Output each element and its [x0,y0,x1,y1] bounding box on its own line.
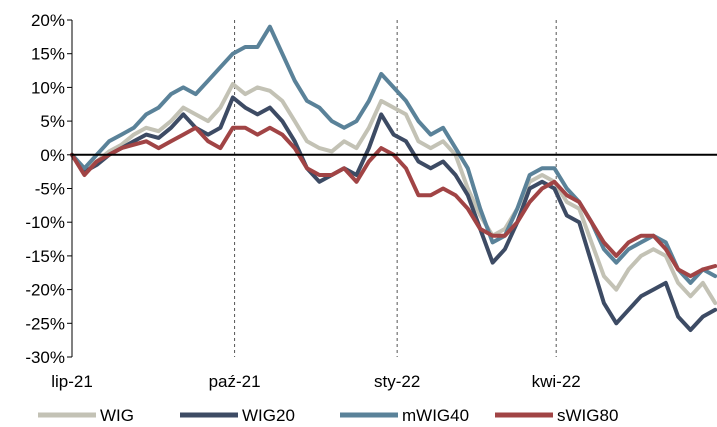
legend-item-wig20: WIG20 [180,406,295,425]
y-tick-label: 0% [40,146,65,165]
x-tick-label: paź-21 [209,372,261,391]
legend-label: WIG20 [242,406,295,425]
x-tick-label: lip-21 [51,372,93,391]
legend-item-wig: WIG [38,406,134,425]
x-tick-label: kwi-22 [532,372,581,391]
y-tick-label: 15% [31,45,65,64]
x-tick-label: sty-22 [374,372,420,391]
legend-item-swig80: sWIG80 [495,406,618,425]
y-tick-label: -15% [25,247,65,266]
y-tick-label: -30% [25,348,65,367]
legend: WIG WIG20 mWIG40 sWIG80 [38,406,618,425]
y-tick-label: -5% [35,180,65,199]
y-tick-label: -20% [25,281,65,300]
series-line-swig80 [70,125,717,279]
series-line-mwig40 [70,24,717,285]
series-lines [70,24,717,332]
y-axis-ticks: 20% 15% 10% 5% 0% -5% -10% -15% -20% -25% -30% [25,11,72,367]
legend-label: sWIG80 [557,406,618,425]
legend-label: mWIG40 [402,406,469,425]
series-line-wig20 [70,95,717,332]
legend-item-mwig40: mWIG40 [340,406,469,425]
y-tick-label: -10% [25,213,65,232]
legend-label: WIG [100,406,134,425]
y-tick-label: 10% [31,78,65,97]
gridlines [234,20,557,357]
y-tick-label: 5% [40,112,65,131]
x-axis-ticks: lip-21 paź-21 sty-22 kwi-22 [51,372,581,391]
series-line-wig [70,82,717,306]
y-tick-label: -25% [25,314,65,333]
y-tick-label: 20% [31,11,65,30]
